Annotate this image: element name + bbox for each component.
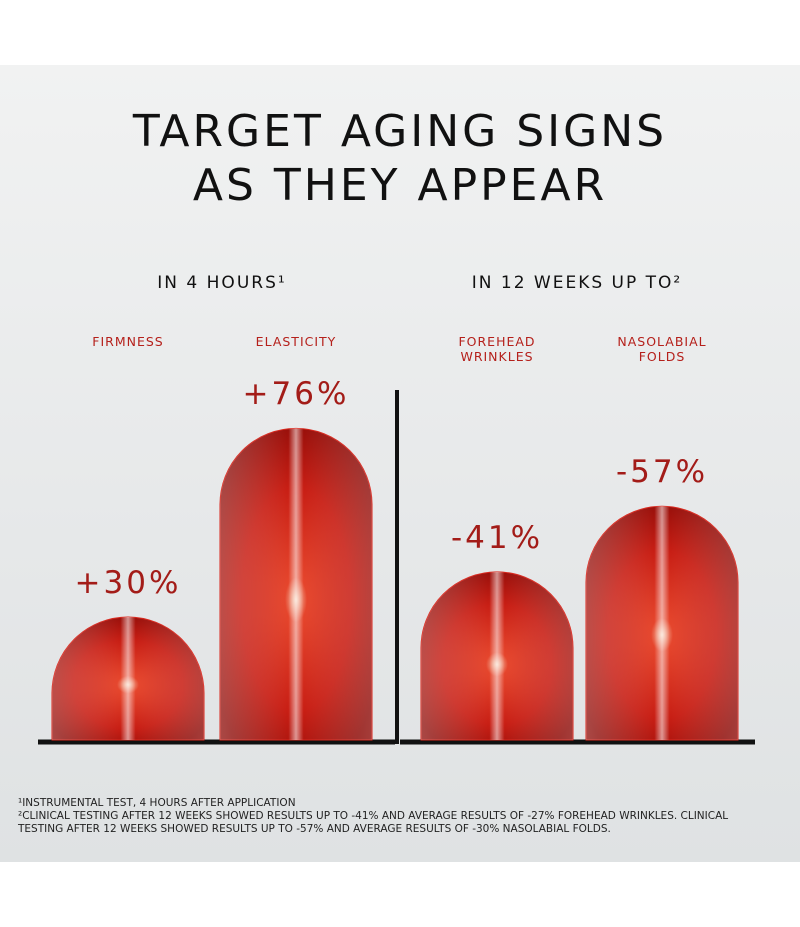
group-label: IN 12 WEEKS UP TO² [471,273,683,293]
bar-shine [421,571,573,740]
footnote: ²CLINICAL TESTING AFTER 12 WEEKS SHOWED … [18,810,729,835]
bar-shine [52,617,204,740]
footnote: ¹INSTRUMENTAL TEST, 4 HOURS AFTER APPLIC… [18,797,296,809]
footnotes: ¹INSTRUMENTAL TEST, 4 HOURS AFTER APPLIC… [18,797,758,836]
value-label: +30% [74,565,182,601]
value-label: +76% [242,376,350,413]
value-label: -57% [615,454,709,491]
bar-shine [586,506,738,740]
category-label: NASOLABIAL FOLDS [617,334,707,364]
bar-shine [220,428,372,740]
group-label: IN 4 HOURS¹ [157,273,287,293]
value-label: -41% [450,519,544,556]
category-label: FIRMNESS [92,334,164,349]
category-label: ELASTICITY [255,334,337,349]
category-label: FOREHEAD WRINKLES [458,334,536,364]
title: TARGET AGING SIGNS AS THEY APPEAR [132,106,668,211]
